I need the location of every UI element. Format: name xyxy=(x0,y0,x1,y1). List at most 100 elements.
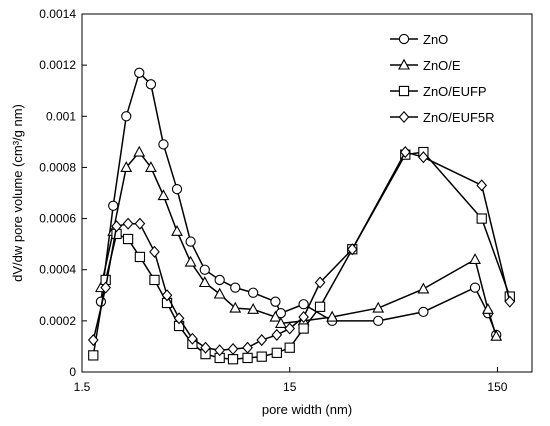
x-tick-label: 150 xyxy=(487,380,507,394)
data-point xyxy=(271,347,282,358)
y-tick-label: 0.0012 xyxy=(39,58,76,72)
x-tick-label: 1.5 xyxy=(74,380,91,394)
x-axis-title: pore width (nm) xyxy=(262,402,352,417)
legend-marker xyxy=(398,110,410,124)
data-point xyxy=(417,282,430,294)
data-point xyxy=(373,315,384,327)
data-point xyxy=(214,344,226,357)
data-point xyxy=(213,287,226,299)
y-tick-label: 0.0002 xyxy=(39,314,76,328)
data-point xyxy=(88,350,99,361)
data-point xyxy=(298,310,309,324)
data-point xyxy=(87,334,99,347)
x-tick-label: 15 xyxy=(283,380,297,394)
y-tick-label: 0.0014 xyxy=(39,7,76,21)
data-point xyxy=(271,328,283,341)
legend-item: ZnO/EUFP xyxy=(390,84,487,99)
data-point xyxy=(284,342,295,353)
legend-item: ZnO/EUF5R xyxy=(390,110,495,125)
data-point xyxy=(100,281,112,294)
data-point xyxy=(256,351,267,362)
y-axis-title: dV/dw pore volume (cm³/g nm) xyxy=(10,104,25,282)
data-point xyxy=(469,253,481,265)
series-line xyxy=(100,151,497,337)
plot-frame xyxy=(81,13,533,373)
data-point xyxy=(133,145,146,157)
data-point xyxy=(157,189,170,201)
data-point xyxy=(298,299,309,310)
data-point xyxy=(227,342,239,356)
data-point xyxy=(121,111,132,122)
data-point xyxy=(399,146,411,159)
data-point xyxy=(108,200,119,211)
data-point xyxy=(171,225,183,236)
data-point xyxy=(490,329,503,341)
data-point xyxy=(185,236,196,247)
data-point xyxy=(122,233,134,245)
series-zno-euf5r xyxy=(87,146,516,357)
legend-marker xyxy=(398,58,410,70)
data-point xyxy=(145,79,157,90)
data-point xyxy=(229,301,242,313)
data-point xyxy=(476,179,488,192)
data-point xyxy=(247,287,259,298)
data-point xyxy=(122,217,134,230)
data-point xyxy=(314,276,326,289)
data-point xyxy=(469,282,481,293)
axes: 0 0.0002 0.0004 0.0006 0.0008 0.001 0.0012 0.00… xyxy=(39,7,533,394)
data-point xyxy=(230,282,241,293)
legend-marker xyxy=(398,33,410,45)
data-point xyxy=(134,217,146,230)
data-point xyxy=(134,67,145,78)
series-zno xyxy=(95,67,502,341)
data-point xyxy=(187,332,198,345)
legend-label: ZnO/EUF5R xyxy=(423,110,495,125)
data-point xyxy=(214,274,225,286)
data-point xyxy=(256,334,268,347)
data-point xyxy=(504,295,516,308)
data-point xyxy=(418,306,429,318)
legend-label: ZnO/EUFP xyxy=(423,84,487,99)
series-zno-e xyxy=(94,145,503,341)
y-tick-label: 0 xyxy=(69,365,76,379)
data-point xyxy=(173,312,185,325)
data-point xyxy=(134,251,146,263)
data-point xyxy=(476,213,487,224)
data-point xyxy=(346,243,358,256)
data-point xyxy=(149,274,160,286)
legend-label: ZnO/E xyxy=(423,58,461,73)
data-point xyxy=(200,341,211,354)
legend-item: ZnO/E xyxy=(390,58,461,73)
y-tick-label: 0.0008 xyxy=(39,160,76,174)
data-point xyxy=(242,352,253,364)
data-point xyxy=(284,322,296,335)
data-point xyxy=(482,302,494,314)
data-point xyxy=(184,255,197,267)
data-point xyxy=(298,323,309,334)
y-tick-label: 0.0006 xyxy=(39,212,76,226)
data-point xyxy=(120,161,133,172)
y-tick-label: 0.0004 xyxy=(39,263,76,277)
data-point xyxy=(247,302,260,314)
data-point xyxy=(269,310,282,322)
data-point xyxy=(418,151,429,164)
data-point xyxy=(314,301,326,312)
data-point xyxy=(144,161,157,172)
y-tick-label: 0.001 xyxy=(46,109,76,123)
data-point xyxy=(274,317,287,328)
data-point xyxy=(199,264,210,275)
data-point xyxy=(171,184,183,195)
data-point xyxy=(242,341,253,354)
data-point xyxy=(198,276,211,288)
legend-label: ZnO xyxy=(423,32,448,47)
data-point xyxy=(158,139,169,150)
data-point xyxy=(326,310,339,322)
legend-marker xyxy=(398,85,410,97)
data-point xyxy=(161,289,173,302)
data-point xyxy=(227,354,239,365)
data-point xyxy=(111,220,122,233)
legend: ZnO ZnO/E ZnO/EUFP ZnO/EUF5R xyxy=(390,32,495,125)
data-point xyxy=(270,296,281,307)
data-point xyxy=(149,245,160,258)
